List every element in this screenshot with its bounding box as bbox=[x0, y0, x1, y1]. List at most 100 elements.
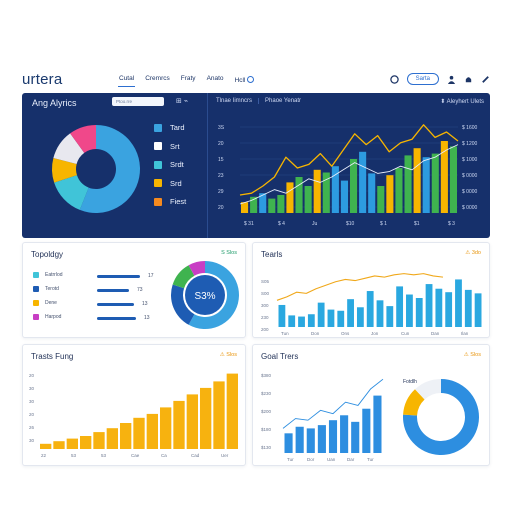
app-logo[interactable]: urtera bbox=[22, 70, 63, 88]
y-tick-label: 3S bbox=[218, 125, 225, 131]
bar bbox=[455, 279, 462, 327]
x-tick-label: Dan bbox=[431, 331, 440, 336]
donut-slice bbox=[52, 158, 77, 183]
donut-center bbox=[185, 275, 225, 315]
y-tick-label: 29 bbox=[218, 189, 224, 195]
alerts-control[interactable]: ⬍ Aleyhert Ulets bbox=[440, 99, 484, 105]
list-item-label: Eatrrlod bbox=[45, 272, 63, 278]
nav-item-3[interactable]: Fraty bbox=[180, 74, 196, 82]
bar bbox=[362, 408, 371, 453]
legend-swatch bbox=[154, 179, 162, 187]
series-line-orange bbox=[239, 124, 459, 196]
bar bbox=[186, 394, 198, 449]
bar-row: 17 bbox=[97, 273, 154, 279]
bell-icon[interactable] bbox=[464, 75, 473, 84]
x-tick-label: Don bbox=[311, 331, 320, 336]
bar-row: 13 bbox=[97, 315, 154, 321]
nav-item-4[interactable]: Anato bbox=[206, 74, 224, 82]
bar-value: 73 bbox=[137, 287, 143, 293]
clock-icon[interactable] bbox=[389, 74, 399, 84]
progress-bar bbox=[97, 316, 136, 320]
y-tick-label: 30 bbox=[29, 386, 35, 391]
legend-swatch bbox=[33, 314, 39, 320]
analytics-hero-panel: Ang Alyrics Ptoo.rre ⊞ ⌁ Tard Srt Srdt S… bbox=[22, 93, 490, 238]
card-control[interactable]: ⚠ Slos bbox=[219, 352, 237, 358]
nav-item-1[interactable]: Cutal bbox=[118, 72, 136, 87]
x-tick-label: $1 bbox=[414, 221, 420, 227]
tab-2[interactable]: Phaoe Yenatr bbox=[265, 98, 302, 104]
y-tick-label: 20 bbox=[218, 141, 224, 147]
y-tick-label: 230 bbox=[261, 315, 269, 320]
x-tick-label: Cad bbox=[191, 453, 200, 458]
bar bbox=[40, 443, 52, 449]
y-tick-label: 26 bbox=[29, 425, 35, 430]
legend-swatch bbox=[33, 272, 39, 278]
y-tick-label: 30 bbox=[29, 399, 35, 404]
bar bbox=[93, 432, 105, 449]
x-tick-label: Uer bbox=[221, 453, 229, 458]
goal-bar-line-chart: $380 $230 $200 $180 $130 Tur Dor Uan Dar Tur Fotdl… bbox=[261, 373, 479, 462]
bar bbox=[286, 182, 294, 213]
bar bbox=[331, 166, 339, 213]
donut-slice bbox=[53, 133, 85, 165]
bar bbox=[368, 173, 376, 213]
nav-item-5[interactable]: Hcll bbox=[234, 72, 256, 87]
bar bbox=[288, 315, 296, 327]
bar bbox=[376, 300, 384, 327]
bar bbox=[377, 186, 385, 213]
main-nav: Cutal Cremrcs Fraty Anato Hcll bbox=[118, 72, 255, 87]
list-item: Terotd bbox=[33, 286, 63, 292]
person-icon[interactable] bbox=[447, 75, 456, 84]
card-control[interactable]: ⚠ Slos bbox=[463, 352, 481, 358]
y-tick-label: 23 bbox=[218, 173, 224, 179]
y-tick-label: $200 bbox=[261, 409, 272, 414]
legend-swatch bbox=[154, 142, 162, 150]
y-tick-label: S05 bbox=[261, 279, 270, 284]
bar bbox=[337, 310, 345, 327]
topology-card: Topoldgy S Slos Eatrrlod Terotd Dene Har… bbox=[22, 242, 246, 338]
legend-label: Tard bbox=[170, 123, 185, 132]
series-line-white bbox=[239, 144, 459, 205]
list-item-label: Harpod bbox=[45, 314, 62, 320]
hero-controls[interactable]: ⊞ ⌁ bbox=[176, 98, 189, 105]
x-tick-label: Ca bbox=[161, 453, 167, 458]
bar bbox=[304, 186, 312, 213]
bar bbox=[241, 202, 249, 213]
x-tick-label: Cun bbox=[401, 331, 410, 336]
legend-swatch bbox=[33, 300, 39, 306]
card-title: Goal Trers bbox=[261, 352, 299, 361]
donut-slice bbox=[171, 284, 195, 325]
legend-item: Srdt bbox=[154, 160, 186, 169]
list-item-label: Terotd bbox=[45, 286, 59, 292]
hero-search-input[interactable]: Ptoo.rre bbox=[112, 97, 164, 106]
goal-card: Goal Trers ⚠ Slos $380 $230 $200 $180 $130 Tu… bbox=[252, 344, 490, 466]
legend-item: Fiest bbox=[154, 197, 186, 206]
donut-slice bbox=[172, 265, 195, 289]
card-control[interactable]: ⚠ 3do bbox=[465, 250, 481, 256]
legend-label: Srdt bbox=[170, 160, 184, 169]
bar bbox=[464, 289, 472, 327]
bar bbox=[298, 316, 305, 327]
bar bbox=[366, 291, 374, 327]
bar bbox=[313, 169, 321, 213]
y-tick-label: $ 0000 bbox=[462, 173, 478, 179]
legend-item: Srt bbox=[154, 142, 186, 151]
donut-slice bbox=[79, 125, 140, 213]
trends-card: Tearls ⚠ 3do S05 S00 300 230 200 Tun Don Ons Jon… bbox=[252, 242, 490, 338]
donut-slice bbox=[188, 261, 205, 276]
legend-label: Srt bbox=[170, 141, 180, 151]
search-pill[interactable]: Sarta bbox=[406, 73, 439, 85]
tab-1[interactable]: Tlnae Iimncrs bbox=[216, 98, 260, 104]
bar bbox=[440, 141, 448, 213]
bar bbox=[474, 293, 482, 327]
card-control[interactable]: S Slos bbox=[221, 250, 237, 256]
card-title: Trasts Fung bbox=[31, 352, 74, 361]
hero-legend: Tard Srt Srdt Srd Fiest bbox=[154, 123, 186, 206]
x-tick-label: $10 bbox=[346, 221, 355, 227]
bar bbox=[268, 198, 276, 213]
pen-icon[interactable] bbox=[481, 75, 490, 84]
y-tick-label: 200 bbox=[261, 327, 269, 332]
x-tick-label: Ons bbox=[341, 331, 350, 336]
nav-item-2[interactable]: Cremrcs bbox=[145, 74, 170, 82]
bar bbox=[66, 438, 78, 449]
